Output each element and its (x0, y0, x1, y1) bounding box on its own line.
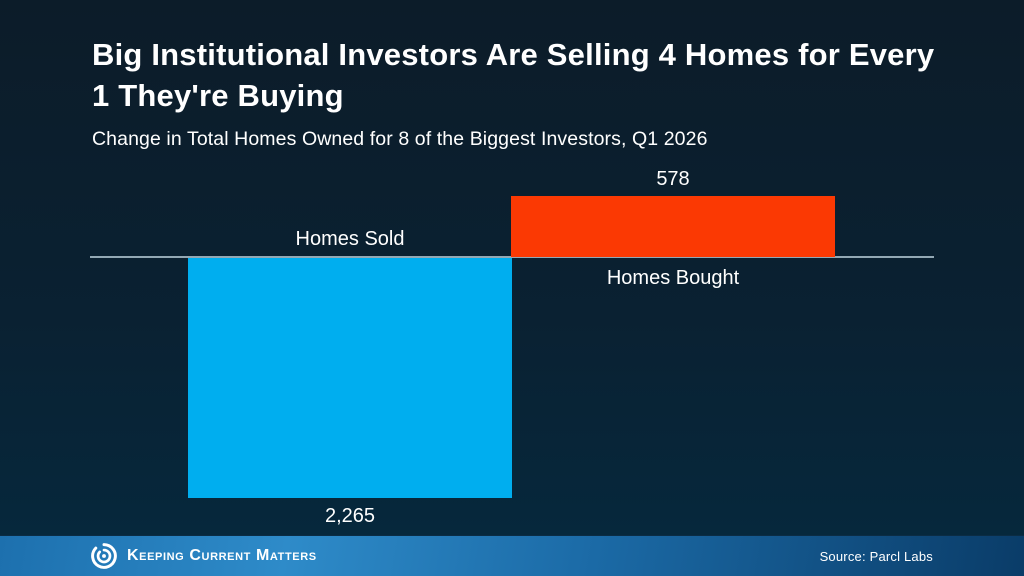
value-label-homes-sold: 2,265 (324, 505, 376, 527)
zero-axis-line (90, 256, 934, 258)
footer-bar: Keeping Current Matters Source: Parcl La… (0, 535, 1024, 576)
value-label-homes-bought: 578 (656, 168, 690, 190)
page-title: Big Institutional Investors Are Selling … (92, 37, 935, 114)
brand-logo: Keeping Current Matters (90, 542, 317, 570)
category-label-homes-bought: Homes Bought (606, 267, 740, 289)
category-label-homes-sold: Homes Sold (295, 228, 405, 250)
page-subtitle: Change in Total Homes Owned for 8 of the… (92, 128, 708, 151)
bar-homes-sold (188, 258, 512, 498)
brand-name: Keeping Current Matters (127, 547, 317, 564)
source-credit: Source: Parcl Labs (819, 548, 933, 564)
kcm-swirl-icon (90, 542, 118, 570)
header: Big Institutional Investors Are Selling … (92, 34, 940, 151)
bar-homes-bought (511, 196, 835, 257)
